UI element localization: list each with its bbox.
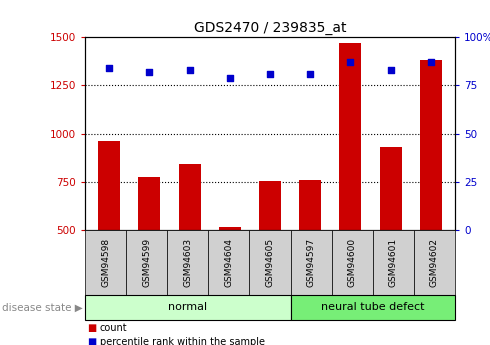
Point xyxy=(186,67,194,72)
Text: disease state ▶: disease state ▶ xyxy=(2,303,83,313)
Bar xyxy=(138,177,160,230)
Bar xyxy=(219,227,241,230)
Bar xyxy=(178,164,200,230)
Text: GSM94599: GSM94599 xyxy=(142,238,151,287)
Text: neural tube defect: neural tube defect xyxy=(321,303,424,313)
Text: GSM94601: GSM94601 xyxy=(389,238,398,287)
Bar xyxy=(340,43,362,230)
Point xyxy=(346,59,354,65)
Bar xyxy=(420,60,442,230)
Bar xyxy=(98,141,120,230)
Text: GSM94597: GSM94597 xyxy=(307,238,316,287)
Point xyxy=(226,75,234,80)
Point xyxy=(105,65,113,71)
Bar xyxy=(259,181,281,230)
Title: GDS2470 / 239835_at: GDS2470 / 239835_at xyxy=(194,21,346,34)
Text: ■: ■ xyxy=(87,323,97,333)
Text: GSM94600: GSM94600 xyxy=(348,238,357,287)
Point xyxy=(146,69,153,75)
Point xyxy=(266,71,274,77)
Text: GSM94603: GSM94603 xyxy=(183,238,192,287)
Text: ■: ■ xyxy=(87,337,97,345)
Text: GSM94605: GSM94605 xyxy=(266,238,274,287)
Text: percentile rank within the sample: percentile rank within the sample xyxy=(99,337,265,345)
Text: GSM94602: GSM94602 xyxy=(430,238,439,287)
Text: GSM94598: GSM94598 xyxy=(101,238,110,287)
Text: count: count xyxy=(99,323,127,333)
Bar xyxy=(380,147,402,230)
Point xyxy=(387,67,394,72)
Bar xyxy=(299,180,321,230)
Point xyxy=(427,59,435,65)
Text: normal: normal xyxy=(168,303,207,313)
Point xyxy=(306,71,314,77)
Text: GSM94604: GSM94604 xyxy=(224,238,233,287)
